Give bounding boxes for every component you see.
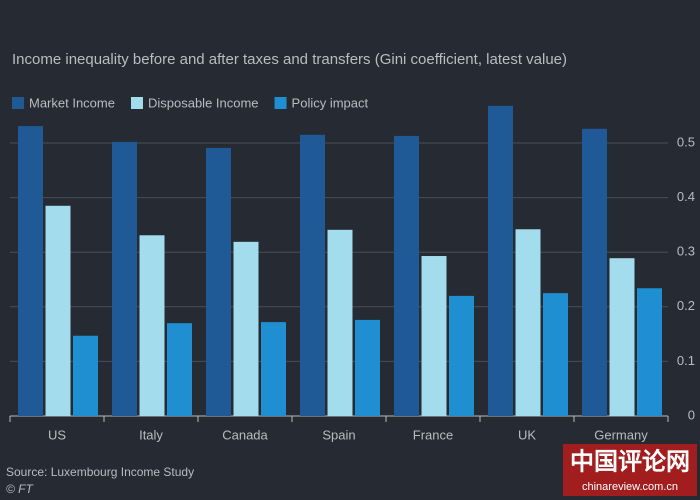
x-tick-label: Canada — [222, 427, 268, 442]
x-tick-label: France — [413, 427, 453, 442]
legend-swatch — [274, 97, 287, 109]
bar — [488, 105, 513, 416]
watermark-title: 中国评论网 — [570, 447, 690, 475]
bar — [139, 235, 165, 416]
x-tick-label: Italy — [139, 427, 163, 442]
bar — [206, 147, 231, 416]
bar — [543, 293, 568, 416]
x-tick-label: Germany — [594, 427, 648, 442]
bar — [18, 126, 43, 416]
chart-title: Income inequality before and after taxes… — [12, 51, 567, 68]
y-tick-label: 0.1 — [677, 353, 695, 368]
watermark-box — [563, 444, 697, 496]
bar — [449, 295, 474, 416]
legend-label: Market Income — [29, 95, 115, 110]
bar — [582, 128, 607, 416]
bar — [73, 335, 98, 416]
legend-label: Disposable Income — [148, 95, 259, 110]
bar — [45, 205, 71, 416]
bar — [609, 258, 635, 416]
bar — [394, 135, 419, 417]
y-tick-label: 0.3 — [677, 244, 695, 259]
bar — [112, 141, 137, 416]
y-tick-label: 0.5 — [677, 134, 695, 149]
bar — [637, 288, 662, 416]
x-tick-label: Spain — [322, 427, 355, 442]
y-tick-label: 0.4 — [677, 189, 695, 204]
legend-swatch — [130, 97, 143, 109]
bar — [327, 229, 353, 416]
bar — [261, 322, 286, 416]
x-tick-label: UK — [518, 427, 536, 442]
bar — [355, 319, 380, 416]
bar — [421, 256, 447, 416]
legend-label: Policy impact — [292, 95, 369, 110]
source: Source: Luxembourg Income Study — [6, 465, 194, 479]
y-tick-label: 0 — [688, 407, 695, 422]
credit: © FT — [6, 482, 35, 496]
watermark-url: chinareview.com.cn — [582, 481, 678, 493]
legend-swatch — [12, 97, 24, 109]
bar — [167, 323, 192, 416]
y-tick-label: 0.2 — [677, 298, 695, 313]
x-tick-label: US — [48, 427, 66, 442]
bar — [233, 241, 259, 416]
bar — [515, 229, 541, 416]
bar — [300, 134, 325, 416]
